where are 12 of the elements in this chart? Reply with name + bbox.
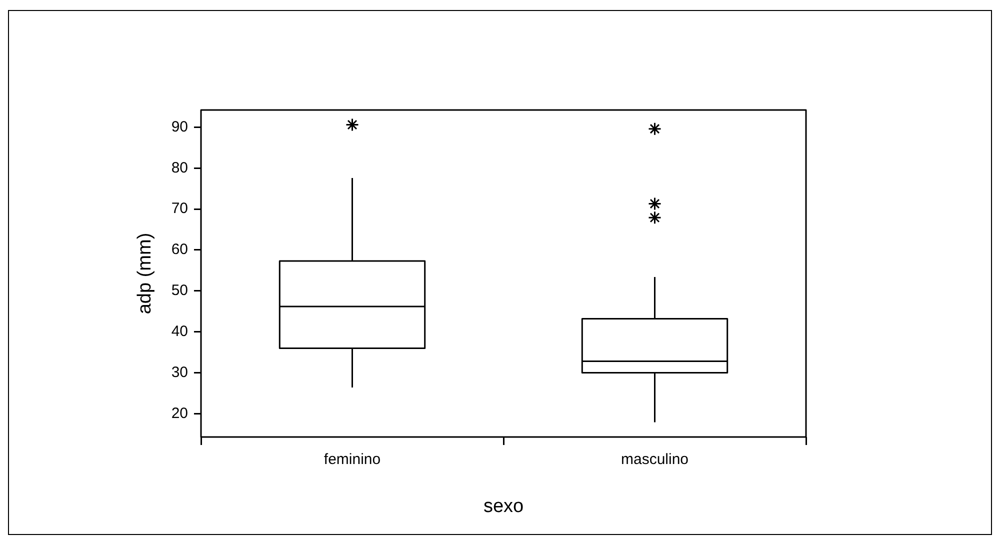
x-tick-label: masculino — [620, 451, 689, 468]
y-tick-label: 90 — [171, 118, 188, 136]
y-tick-label: 30 — [171, 364, 188, 381]
x-axis-title: sexo — [483, 496, 524, 517]
y-axis-title: adp (mm) — [134, 232, 156, 314]
y-tick-label: 80 — [171, 159, 188, 176]
y-tick-label: 40 — [171, 322, 188, 340]
y-tick-label: 50 — [171, 282, 188, 300]
y-tick-label: 20 — [171, 404, 188, 422]
x-tick-label: feminino — [324, 451, 381, 468]
y-tick-label: 60 — [171, 241, 188, 258]
y-tick-label: 70 — [171, 200, 188, 218]
